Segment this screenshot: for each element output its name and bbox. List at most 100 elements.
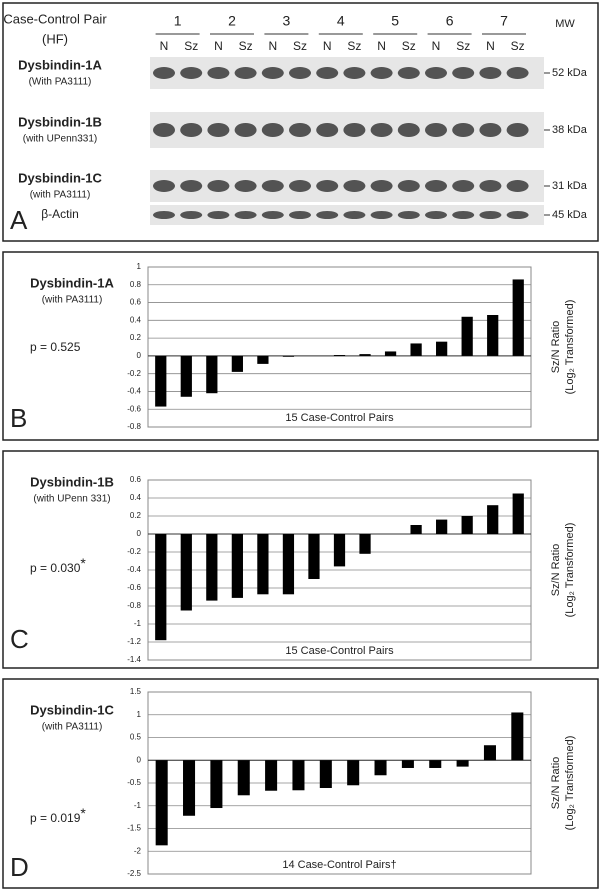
bar bbox=[308, 534, 320, 579]
lane-label: Sz bbox=[184, 39, 198, 53]
bar bbox=[410, 343, 422, 356]
p-value: p = 0.525 bbox=[30, 340, 81, 354]
lane-label: N bbox=[214, 39, 223, 53]
lane-label: N bbox=[160, 39, 169, 53]
blot-band bbox=[479, 123, 502, 137]
bar bbox=[512, 493, 524, 534]
blot-band bbox=[370, 123, 393, 137]
panel-frame bbox=[2, 251, 599, 441]
blot-band bbox=[425, 180, 447, 192]
y-tick-label: -2 bbox=[134, 846, 142, 855]
blot-band bbox=[153, 180, 175, 192]
y-tick-label: 1 bbox=[137, 262, 142, 271]
blot-band bbox=[452, 123, 475, 137]
pair-number: 1 bbox=[174, 13, 182, 29]
p-value: p = 0.019* bbox=[30, 805, 86, 825]
lane-label: Sz bbox=[293, 39, 307, 53]
pair-number: 2 bbox=[228, 13, 236, 29]
x-label-bg bbox=[281, 410, 399, 425]
bar bbox=[359, 354, 371, 356]
bar bbox=[206, 355, 218, 394]
chart-title: Dysbindin-1C bbox=[30, 702, 114, 717]
y-tick-label: 0.2 bbox=[130, 333, 142, 342]
y-tick-label: -1.4 bbox=[127, 655, 141, 664]
lane-label: Sz bbox=[402, 39, 416, 53]
blot-band bbox=[180, 211, 203, 219]
bar bbox=[292, 760, 305, 791]
blot-band bbox=[397, 211, 420, 219]
bar bbox=[231, 534, 243, 598]
y-tick-label: 0.4 bbox=[130, 315, 142, 324]
y-axis-label: (Log₂ Transformed) bbox=[564, 523, 576, 618]
blot-band bbox=[234, 67, 257, 79]
y-tick-label: 0.6 bbox=[130, 298, 142, 307]
blot-band bbox=[207, 67, 230, 79]
blot-header: (HF) bbox=[42, 31, 68, 46]
bar bbox=[384, 351, 397, 356]
bar bbox=[436, 519, 448, 534]
blot-band bbox=[234, 211, 257, 219]
blot-band bbox=[370, 180, 393, 192]
blot-band bbox=[506, 180, 529, 192]
y-tick-label: -0.5 bbox=[127, 778, 141, 787]
panel-label: C bbox=[10, 624, 29, 654]
y-tick-label: 0.2 bbox=[130, 511, 142, 520]
bar bbox=[461, 316, 473, 356]
blot-band bbox=[506, 123, 529, 137]
bar bbox=[487, 505, 499, 534]
blot-band bbox=[234, 123, 257, 137]
panel-frame bbox=[2, 678, 599, 889]
y-tick-label: -0.8 bbox=[127, 422, 141, 431]
mw-label: 31 kDa bbox=[552, 180, 588, 192]
y-tick-label: 0 bbox=[137, 351, 142, 360]
blot-band bbox=[397, 67, 420, 79]
blot-band bbox=[261, 180, 284, 192]
x-label-bg bbox=[281, 643, 399, 658]
y-tick-label: 0 bbox=[137, 755, 142, 764]
x-label-bg bbox=[278, 857, 401, 872]
y-tick-label: -1.5 bbox=[127, 824, 141, 833]
bar bbox=[180, 534, 192, 611]
blot-band bbox=[425, 67, 447, 79]
blot-band bbox=[153, 123, 175, 137]
y-tick-label: -2.5 bbox=[127, 869, 141, 878]
blot-band bbox=[153, 211, 175, 219]
lane-label: N bbox=[486, 39, 495, 53]
row-antibody: (With PA3111) bbox=[29, 77, 92, 88]
bar bbox=[410, 525, 422, 534]
y-tick-label: 0.8 bbox=[130, 280, 142, 289]
blot-band bbox=[425, 123, 447, 137]
chart-title: Dysbindin-1B bbox=[30, 474, 114, 489]
chart-subtitle: (with PA3111) bbox=[42, 295, 103, 306]
p-value-text: p = 0.030 bbox=[30, 561, 81, 575]
panel-label: B bbox=[10, 403, 27, 433]
y-axis-label: (Log₂ Transformed) bbox=[564, 736, 576, 831]
bar bbox=[333, 355, 346, 356]
blot-header: Case-Control Pair bbox=[3, 11, 107, 26]
panel-label: A bbox=[10, 205, 28, 235]
blot-band bbox=[479, 211, 502, 219]
bar bbox=[231, 355, 243, 372]
blot-band bbox=[397, 180, 420, 192]
lane-label: Sz bbox=[456, 39, 470, 53]
y-tick-label: -0.6 bbox=[127, 583, 141, 592]
x-axis-label: 15 Case-Control Pairs bbox=[285, 645, 394, 657]
y-axis-label: (Log₂ Transformed) bbox=[564, 300, 576, 395]
pair-number: 3 bbox=[283, 13, 291, 29]
row-antibody: (with PA3111) bbox=[30, 190, 91, 201]
bar bbox=[210, 760, 223, 809]
p-mark: * bbox=[80, 555, 86, 571]
panel-frame bbox=[2, 450, 599, 669]
bar bbox=[429, 760, 442, 768]
blot-band bbox=[180, 123, 203, 137]
x-axis-label: 14 Case-Control Pairs† bbox=[282, 859, 396, 871]
y-tick-label: -0.4 bbox=[127, 387, 141, 396]
p-value-text: p = 0.525 bbox=[30, 340, 81, 354]
blot-band bbox=[452, 67, 475, 79]
bar bbox=[347, 760, 360, 786]
blot-band bbox=[316, 211, 339, 219]
blot-band bbox=[153, 67, 175, 79]
y-axis-label: Sz/N Ratio bbox=[550, 757, 562, 810]
bar bbox=[257, 355, 269, 364]
